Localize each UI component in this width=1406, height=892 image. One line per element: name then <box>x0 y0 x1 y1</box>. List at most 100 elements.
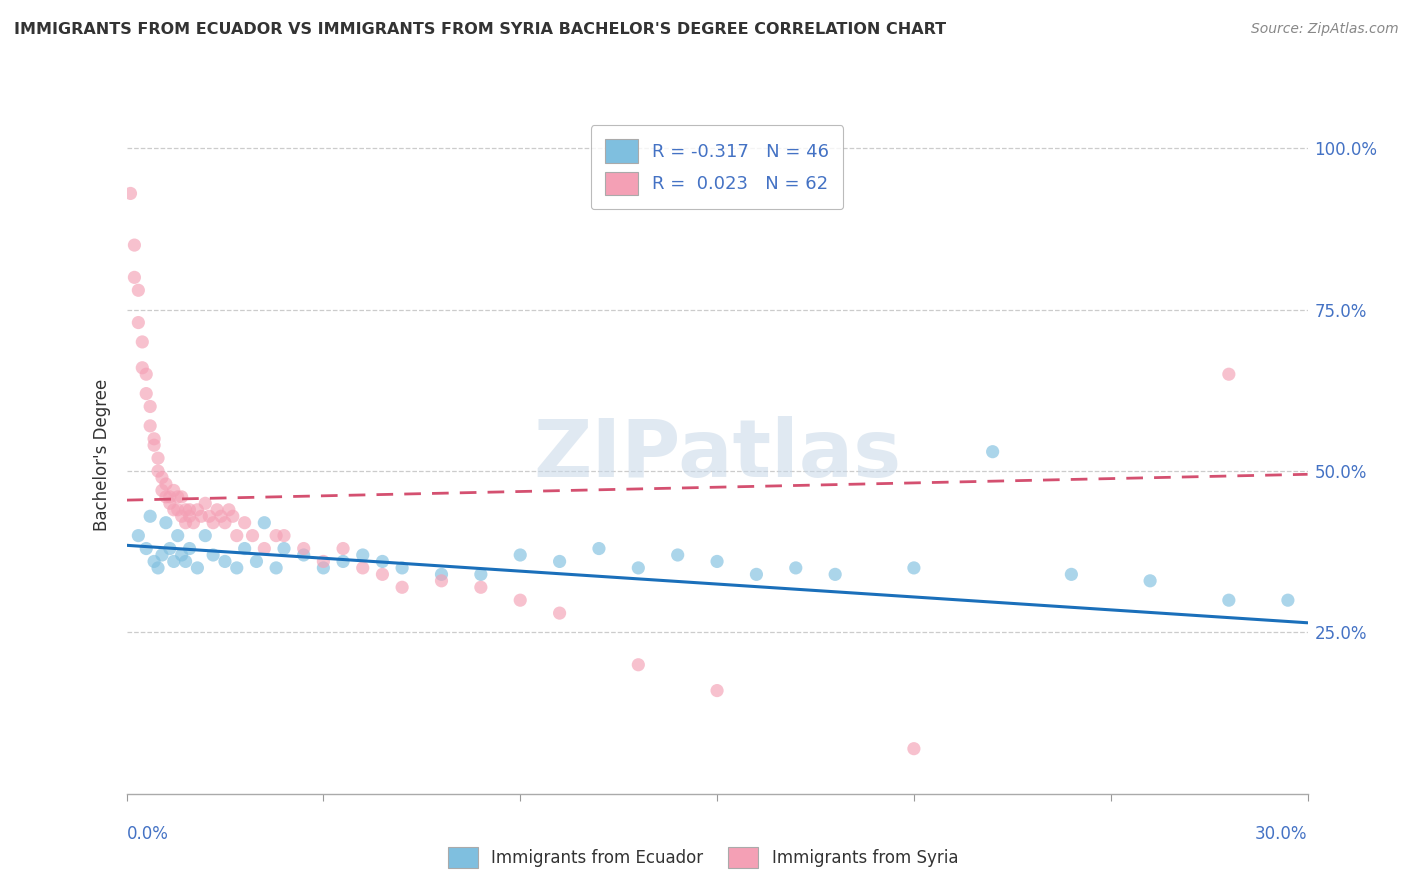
Point <box>332 554 354 568</box>
Point <box>548 606 571 620</box>
Point <box>470 567 492 582</box>
Point <box>627 657 650 672</box>
Point <box>253 516 276 530</box>
Point <box>214 516 236 530</box>
Point <box>170 509 193 524</box>
Point <box>190 509 212 524</box>
Point <box>150 470 173 484</box>
Point <box>124 270 146 285</box>
Point <box>179 541 201 556</box>
Point <box>186 503 208 517</box>
Point <box>430 574 453 588</box>
Point <box>222 509 245 524</box>
Point <box>903 741 925 756</box>
Text: IMMIGRANTS FROM ECUADOR VS IMMIGRANTS FROM SYRIA BACHELOR'S DEGREE CORRELATION C: IMMIGRANTS FROM ECUADOR VS IMMIGRANTS FR… <box>14 22 946 37</box>
Point <box>127 528 149 542</box>
Text: Source: ZipAtlas.com: Source: ZipAtlas.com <box>1251 22 1399 37</box>
Point <box>174 516 197 530</box>
Point <box>163 554 186 568</box>
Point <box>143 432 166 446</box>
Point <box>1060 567 1083 582</box>
Point <box>352 548 374 562</box>
Point <box>179 509 201 524</box>
Point <box>745 567 768 582</box>
Point <box>202 548 225 562</box>
Point <box>135 368 157 382</box>
Point <box>214 554 236 568</box>
Point <box>352 561 374 575</box>
Text: 0.0%: 0.0% <box>127 825 169 843</box>
Point <box>1277 593 1299 607</box>
Point <box>218 503 240 517</box>
Point <box>430 567 453 582</box>
Point <box>155 516 177 530</box>
Point <box>139 509 162 524</box>
Point <box>174 554 197 568</box>
Point <box>666 548 689 562</box>
Point <box>1139 574 1161 588</box>
Point <box>264 528 287 542</box>
Point <box>391 561 413 575</box>
Point <box>170 548 193 562</box>
Point <box>135 541 157 556</box>
Point <box>139 400 162 414</box>
Point <box>509 593 531 607</box>
Legend: Immigrants from Ecuador, Immigrants from Syria: Immigrants from Ecuador, Immigrants from… <box>441 840 965 875</box>
Point <box>312 554 335 568</box>
Point <box>179 503 201 517</box>
Point <box>166 528 188 542</box>
Point <box>159 496 181 510</box>
Point <box>225 528 247 542</box>
Point <box>205 503 228 517</box>
Point <box>127 283 149 297</box>
Point <box>509 548 531 562</box>
Point <box>312 561 335 575</box>
Point <box>245 554 267 568</box>
Point <box>120 186 142 201</box>
Point <box>139 418 162 433</box>
Point <box>391 580 413 594</box>
Point <box>785 561 807 575</box>
Point <box>548 554 571 568</box>
Point <box>903 561 925 575</box>
Point <box>627 561 650 575</box>
Point <box>706 683 728 698</box>
Point <box>1218 593 1240 607</box>
Point <box>198 509 221 524</box>
Point <box>155 490 177 504</box>
Y-axis label: Bachelor's Degree: Bachelor's Degree <box>93 379 111 531</box>
Point <box>131 360 153 375</box>
Point <box>143 554 166 568</box>
Legend: R = -0.317   N = 46, R =  0.023   N = 62: R = -0.317 N = 46, R = 0.023 N = 62 <box>591 125 844 210</box>
Point <box>150 548 173 562</box>
Point <box>170 490 193 504</box>
Point <box>292 541 315 556</box>
Point <box>131 334 153 349</box>
Text: ZIPatlas: ZIPatlas <box>533 416 901 494</box>
Point <box>253 541 276 556</box>
Point <box>150 483 173 498</box>
Point <box>292 548 315 562</box>
Point <box>706 554 728 568</box>
Point <box>186 561 208 575</box>
Point <box>209 509 232 524</box>
Point <box>981 444 1004 458</box>
Point <box>159 490 181 504</box>
Point <box>242 528 264 542</box>
Point <box>225 561 247 575</box>
Point <box>163 503 186 517</box>
Point <box>273 528 295 542</box>
Point <box>143 438 166 452</box>
Point <box>233 541 256 556</box>
Point <box>470 580 492 594</box>
Point <box>273 541 295 556</box>
Point <box>332 541 354 556</box>
Point <box>194 496 217 510</box>
Point <box>202 516 225 530</box>
Point <box>264 561 287 575</box>
Point <box>233 516 256 530</box>
Point <box>1218 368 1240 382</box>
Point <box>155 477 177 491</box>
Point <box>163 483 186 498</box>
Point <box>159 541 181 556</box>
